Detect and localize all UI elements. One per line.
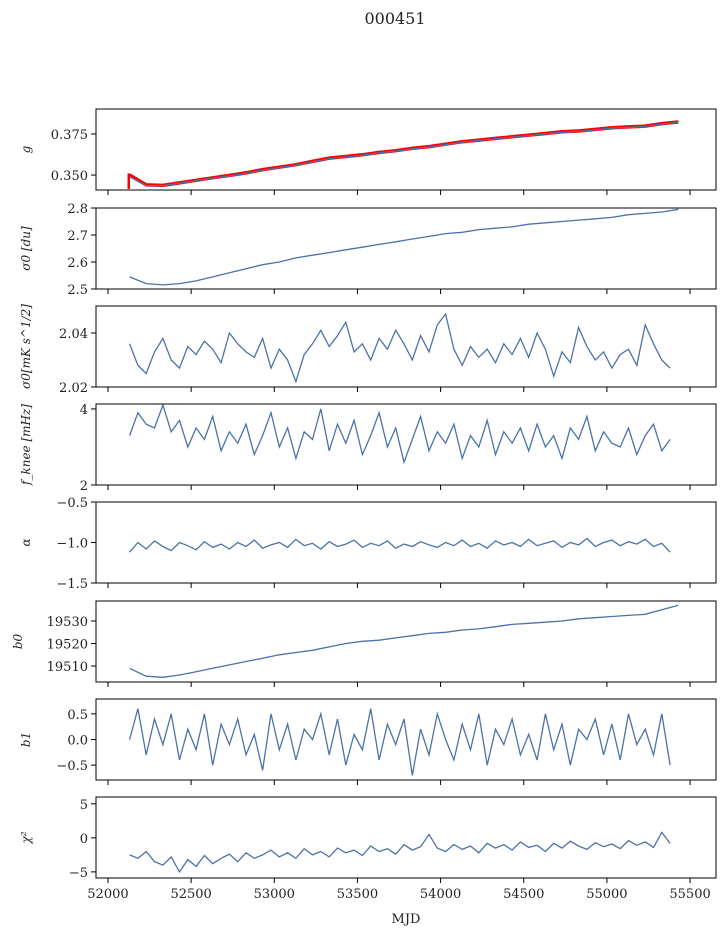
y-tick-label: 2.5 xyxy=(67,283,88,298)
series-line-b1 xyxy=(128,708,671,776)
x-axis-label: MJD xyxy=(392,912,421,927)
panel-7: 52000 52500 53000 53500 54000 54500 55000 55500… xyxy=(19,796,717,902)
series-line-fknee xyxy=(128,404,671,465)
series-line-sigma0_du xyxy=(129,208,679,286)
axes-frame xyxy=(95,698,717,781)
axes-frame xyxy=(95,600,717,683)
y-axis-label: χ² xyxy=(19,831,33,844)
series-line-b0 xyxy=(129,604,679,678)
panel-2: 2.02 2.04 σ0[mK s^1/2] xyxy=(19,304,717,396)
y-tick-label: 2.02 xyxy=(59,381,88,396)
axes-frame xyxy=(95,501,717,584)
y-tick-label: −1.0 xyxy=(56,537,88,552)
panel-0: 0.350 0.375 g xyxy=(19,108,717,195)
y-axis-label: f_knee [mHz] xyxy=(19,404,33,486)
y-tick-label: 2.7 xyxy=(67,229,88,244)
x-tick-label: 52000 xyxy=(87,887,128,902)
axes-frame xyxy=(95,108,717,191)
panel-4: −1.5 −1.0 −0.5 α xyxy=(19,496,717,592)
x-tick-label: 54500 xyxy=(503,887,544,902)
y-tick-label: 0.350 xyxy=(51,169,88,184)
series-line-g_overlay xyxy=(128,120,679,188)
y-tick-label: 19530 xyxy=(47,615,88,630)
y-tick-label: 19520 xyxy=(47,638,88,653)
axes-frame xyxy=(95,796,717,879)
x-tick-label: 53000 xyxy=(254,887,295,902)
series-line-alpha xyxy=(129,537,671,553)
y-tick-label: 19510 xyxy=(47,660,88,675)
y-tick-label: 2.8 xyxy=(67,202,88,217)
y-axis-label: b1 xyxy=(19,732,33,747)
x-tick-label: 55000 xyxy=(586,887,627,902)
panel-1: 2.5 2.6 2.7 2.8 σ0 [du] xyxy=(19,202,717,298)
panel-5: 19510 19520 19530 b0 xyxy=(11,600,717,687)
y-tick-label: 2.04 xyxy=(59,327,88,342)
series-line-sigma0_mK xyxy=(128,312,671,384)
panel-3: 2 4 f_knee [mHz] xyxy=(19,403,717,494)
y-tick-label: −0.5 xyxy=(56,759,88,774)
y-axis-label: σ0 [du] xyxy=(19,226,33,271)
series-line-chi2 xyxy=(129,831,671,874)
y-tick-label: 2.6 xyxy=(67,256,88,271)
axes-frame xyxy=(95,403,717,486)
panel-6: −0.5 0.0 0.5 b1 xyxy=(19,698,717,785)
y-tick-label: −5 xyxy=(69,866,88,881)
y-axis-label: g xyxy=(19,145,33,153)
axes-frame xyxy=(95,305,717,388)
y-tick-label: 2 xyxy=(80,479,88,494)
y-tick-label: −1.5 xyxy=(56,577,88,592)
y-axis-label: σ0[mK s^1/2] xyxy=(19,304,33,389)
x-tick-label: 55500 xyxy=(669,887,710,902)
y-tick-label: 4 xyxy=(80,403,88,418)
axes-frame xyxy=(95,207,717,290)
y-tick-label: 0.0 xyxy=(67,734,88,749)
y-tick-label: 0.5 xyxy=(67,708,88,723)
y-tick-label: 0.375 xyxy=(51,128,88,143)
x-tick-label: 53500 xyxy=(337,887,378,902)
series-line-g-front xyxy=(129,121,679,187)
y-axis-label: b0 xyxy=(11,633,25,649)
y-tick-label: 5 xyxy=(80,798,88,813)
y-tick-label: −0.5 xyxy=(56,496,88,511)
y-axis-label: α xyxy=(19,538,33,546)
x-tick-label: 54000 xyxy=(420,887,461,902)
y-tick-label: 0 xyxy=(80,832,88,847)
x-tick-label: 52500 xyxy=(170,887,211,902)
chart-title: 000451 xyxy=(364,9,425,28)
